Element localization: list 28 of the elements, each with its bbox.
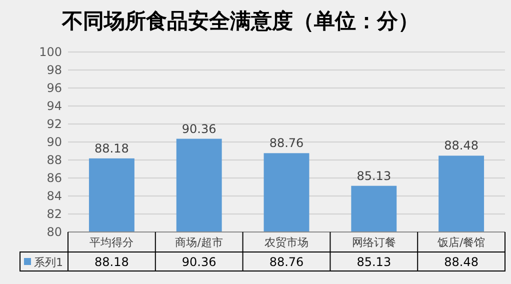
y-tick-label: 84 <box>46 189 62 203</box>
x-tick-label: 网络订餐 <box>352 236 396 249</box>
y-tick-label: 100 <box>39 45 62 59</box>
x-tick-label: 农贸市场 <box>264 236 308 249</box>
y-tick-label: 98 <box>46 63 62 77</box>
legend-label: 系列1 <box>34 256 63 269</box>
y-tick-label: 86 <box>46 171 62 185</box>
text: 88.76 <box>269 255 304 269</box>
y-tick-label: 96 <box>46 81 62 95</box>
text: 88.18 <box>94 255 129 269</box>
x-tick-label: 商场/超市 <box>175 236 223 249</box>
y-tick-label: 88 <box>46 153 62 167</box>
x-tick-label: 饭店/餐馆 <box>436 236 486 249</box>
text: 90.36 <box>182 255 216 269</box>
y-tick-label: 80 <box>46 225 62 239</box>
data-label: 85.13 <box>356 168 392 183</box>
text: 85.13 <box>356 255 392 269</box>
y-tick-label: 82 <box>46 207 62 221</box>
data-label: 90.36 <box>182 122 216 136</box>
x-tick-label: 平均得分 <box>90 236 134 249</box>
data-label: 88.18 <box>94 141 129 156</box>
y-tick-label: 92 <box>46 117 62 131</box>
text: 88.48 <box>444 255 478 269</box>
y-tick-label: 94 <box>46 99 62 113</box>
data-label: 88.76 <box>269 136 304 150</box>
chart-title: 不同场所食品安全满意度（单位：分） <box>61 9 419 33</box>
data-label: 88.48 <box>444 138 478 153</box>
y-tick-label: 90 <box>46 135 62 149</box>
